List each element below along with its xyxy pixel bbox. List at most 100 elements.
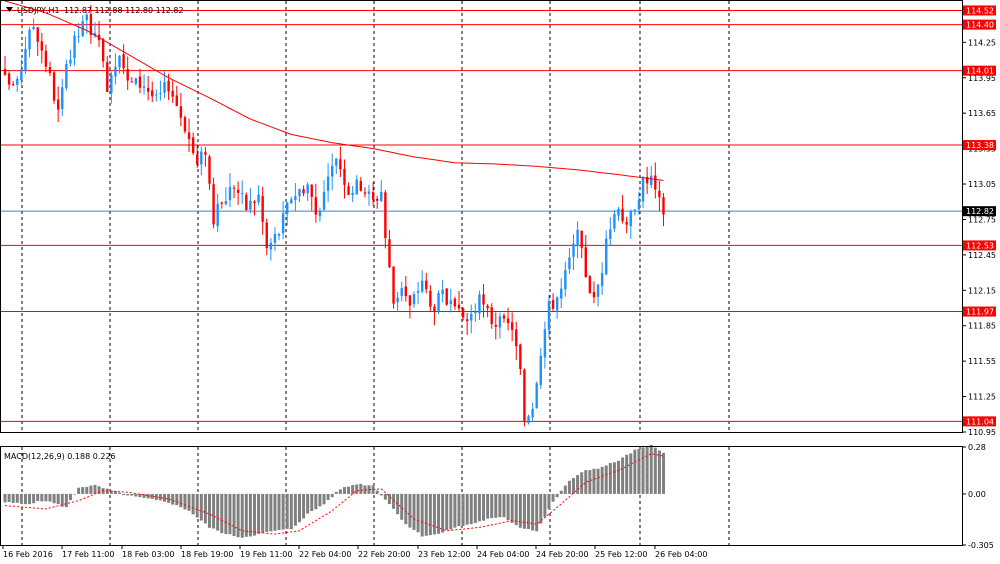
macd-bar: [150, 493, 154, 499]
chevron-down-icon[interactable]: [6, 7, 13, 12]
macd-bar: [338, 489, 342, 494]
candle-body: [560, 288, 563, 299]
candle-body: [490, 307, 493, 325]
macd-bar: [261, 493, 265, 533]
macd-bar: [48, 493, 52, 502]
candle-body: [470, 313, 473, 321]
macd-panel-frame: [0, 446, 963, 546]
macd-bar: [367, 485, 371, 494]
candle-body: [400, 288, 403, 296]
candle-body: [555, 297, 559, 311]
candle-body: [224, 201, 228, 205]
macd-bar: [637, 449, 641, 494]
macd-bar: [498, 493, 502, 518]
macd-bar: [36, 493, 40, 502]
candle-body: [122, 54, 125, 69]
candle-body: [159, 92, 162, 94]
candle-body: [196, 154, 199, 165]
macd-bar: [506, 493, 510, 521]
macd-bar: [445, 493, 449, 530]
candle-body: [69, 59, 72, 64]
macd-bar: [633, 449, 637, 494]
macd-bar: [81, 487, 85, 494]
macd-bar: [543, 493, 547, 517]
macd-bar: [285, 493, 289, 529]
macd-bar: [355, 484, 359, 494]
candle-body: [245, 194, 248, 210]
macd-bar: [392, 493, 396, 509]
macd-bar: [216, 493, 220, 531]
level-price-label: 111.04: [966, 417, 994, 426]
macd-bar: [118, 492, 122, 494]
ohlc-values: 112.87 112.88 112.80 112.82: [64, 6, 184, 15]
macd-bar: [171, 493, 175, 505]
candle-body: [367, 191, 371, 194]
candle-body: [236, 189, 240, 193]
candle-body: [609, 229, 612, 239]
candle-body: [32, 27, 35, 29]
macd-bar: [130, 493, 134, 496]
macd-bar: [314, 493, 318, 510]
candle-body: [326, 176, 330, 191]
macd-bar: [7, 493, 11, 502]
macd-tick-label: 0.00: [968, 490, 986, 499]
macd-bar: [518, 493, 522, 528]
time-tick-label: 25 Feb 12:00: [595, 550, 647, 559]
candle-body: [208, 156, 211, 184]
candle-body: [384, 192, 387, 239]
macd-bar: [3, 493, 7, 503]
macd-bar: [555, 493, 559, 498]
macd-bar: [158, 493, 162, 501]
candle-body: [596, 284, 600, 297]
macd-bar: [232, 493, 236, 537]
macd-bar: [645, 445, 649, 494]
macd-bar: [383, 493, 387, 500]
level-price-label: 114.52: [966, 6, 994, 15]
candle-body: [151, 90, 154, 97]
macd-bar: [269, 493, 273, 532]
macd-bar: [387, 493, 391, 505]
macd-bar: [588, 470, 592, 494]
macd-bar: [457, 493, 461, 527]
level-price-box: [963, 240, 996, 251]
candle-body: [510, 322, 514, 330]
candle-body: [302, 189, 305, 194]
macd-bar: [379, 493, 383, 496]
macd-bar: [252, 493, 256, 536]
candle-body: [204, 152, 207, 155]
time-tick-label: 24 Feb 20:00: [536, 550, 588, 559]
candle-body: [138, 76, 142, 88]
candle-body: [600, 273, 604, 287]
macd-tick-label: -0.305: [968, 541, 994, 550]
macd-bar: [412, 493, 416, 530]
macd-bar: [248, 493, 252, 537]
candle-body: [277, 234, 281, 236]
price-tick-label: 112.75: [968, 215, 996, 224]
macd-bar: [563, 485, 567, 494]
candle-body: [44, 50, 48, 67]
candle-body: [20, 69, 23, 81]
time-tick-label: 18 Feb 03:00: [122, 550, 174, 559]
time-axis: 16 Feb 2016 17 Feb 11:00 18 Feb 03:00 18 Fe…: [2, 546, 707, 559]
candle-body: [48, 67, 52, 73]
price-tick-label: 113.65: [968, 109, 996, 118]
macd-bar: [404, 493, 408, 525]
main-panel-frame: [0, 0, 963, 433]
candle-body: [347, 186, 350, 195]
candle-body: [306, 184, 309, 194]
macd-bar: [424, 493, 428, 536]
candle-body: [420, 280, 424, 292]
candle-body: [106, 62, 109, 92]
candle-body: [11, 84, 15, 86]
price-tick-label: 113.95: [968, 74, 996, 83]
macd-bar: [134, 493, 138, 497]
macd-bar: [306, 493, 310, 514]
macd-bar: [465, 493, 469, 525]
candle-body: [118, 55, 121, 68]
candle-body: [40, 41, 44, 51]
macd-tick-label: 0.28: [968, 443, 986, 452]
macd-bar: [277, 493, 281, 530]
macd-bar: [203, 493, 207, 524]
